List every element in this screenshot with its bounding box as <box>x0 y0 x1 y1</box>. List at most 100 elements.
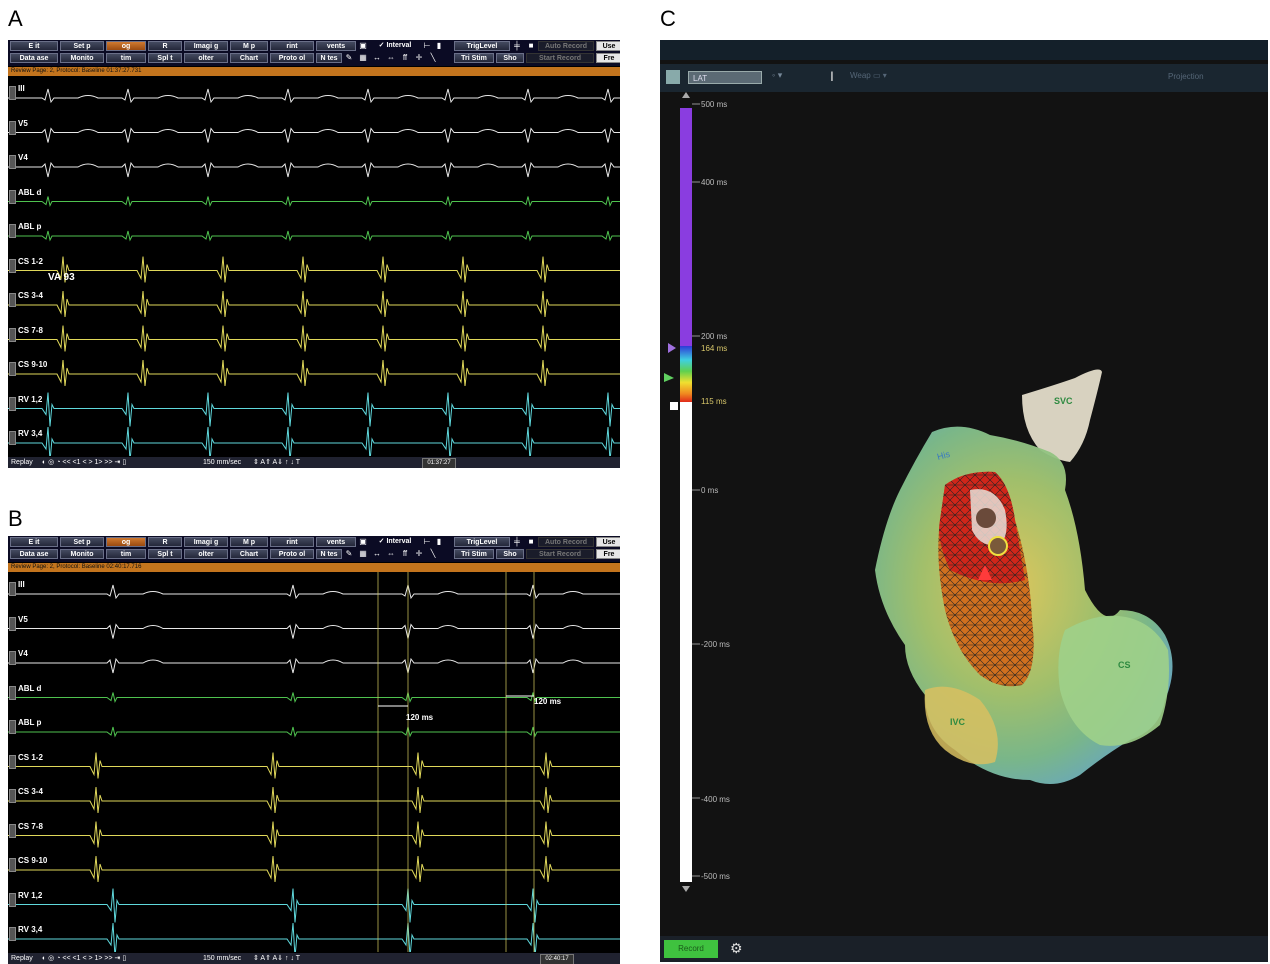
camera-icon[interactable]: ▣ <box>359 537 367 546</box>
ff-icon[interactable]: ff <box>402 549 408 558</box>
notes-button[interactable]: N tes <box>316 53 342 63</box>
fre-button[interactable]: Fre <box>596 53 620 63</box>
channel-gain-handle[interactable] <box>9 396 16 411</box>
expand-horizontal-icon[interactable]: ↔ <box>373 53 381 62</box>
channel-gain-handle[interactable] <box>9 685 16 700</box>
gain-controls[interactable]: ⇕ A⇑ A⇓ ↑ ↓ T <box>253 955 301 962</box>
channel-gain-handle[interactable] <box>9 120 16 135</box>
setup-button[interactable]: Set p <box>60 41 104 51</box>
imaging-button[interactable]: Imagi g <box>184 537 228 547</box>
projection-menu[interactable]: Projection <box>1168 72 1204 81</box>
grid-icon[interactable]: ▦ <box>359 549 367 558</box>
monitor-button[interactable]: Monito <box>60 549 104 559</box>
caliper-icon[interactable]: ⊢ <box>423 537 431 546</box>
map-button[interactable]: M p <box>230 537 268 547</box>
diagonal-icon[interactable]: ╲ <box>430 53 436 62</box>
fre-button[interactable]: Fre <box>596 549 620 559</box>
channel-gain-handle[interactable] <box>9 258 16 273</box>
rf-button[interactable]: R <box>148 537 182 547</box>
user-button[interactable]: Use <box>596 41 620 51</box>
holter-button[interactable]: olter <box>184 549 228 559</box>
channel-gain-handle[interactable] <box>9 362 16 376</box>
map-button[interactable]: M p <box>230 41 268 51</box>
trigstim-button[interactable]: Tri Stim <box>454 53 494 63</box>
database-button[interactable]: Data ase <box>10 549 58 559</box>
events-button[interactable]: vents <box>316 41 356 51</box>
compress-icon[interactable]: ⇔ <box>387 53 395 62</box>
ff-icon[interactable]: ff <box>402 53 408 62</box>
exit-button[interactable]: E it <box>10 41 58 51</box>
replay-controls[interactable]: ◐ ◎ ◔ << <1 < > 1> >> ⇥ ▯ <box>42 459 127 466</box>
imaging-button[interactable]: Imagi g <box>184 41 228 51</box>
map-tool-icon[interactable] <box>666 70 680 84</box>
channel-gain-handle[interactable] <box>9 651 16 665</box>
channel-gain-handle[interactable] <box>9 720 16 734</box>
channel-gain-handle[interactable] <box>9 823 16 838</box>
scale-mid-marker[interactable] <box>664 373 674 382</box>
triglevel-button[interactable]: TrigLevel <box>454 537 510 547</box>
grid-icon[interactable]: ▦ <box>359 53 367 62</box>
pencil-icon[interactable]: ✎ <box>345 549 353 558</box>
split-button[interactable]: Spl t <box>148 549 182 559</box>
interval-checkbox[interactable]: ✓ Interval <box>378 538 412 545</box>
map-option-dropdown[interactable]: ◦ ▾ <box>772 70 783 80</box>
channel-gain-handle[interactable] <box>9 789 16 803</box>
gain-controls[interactable]: ⇕ A⇑ A⇓ ↑ ↓ T <box>253 459 301 466</box>
scale-down-arrow[interactable] <box>682 886 690 892</box>
compress-icon[interactable]: ⇔ <box>387 549 395 558</box>
rf-button[interactable]: R <box>148 41 182 51</box>
channel-gain-handle[interactable] <box>9 927 16 941</box>
move-icon[interactable]: ✛ <box>415 549 423 558</box>
gear-icon[interactable]: ⚙ <box>730 940 743 956</box>
auto-record-button[interactable]: Auto Record <box>538 537 594 547</box>
setup-button[interactable]: Set p <box>60 537 104 547</box>
scale-up-arrow[interactable] <box>682 92 690 98</box>
sweep-speed[interactable]: 150 mm/sec <box>203 955 242 962</box>
channel-gain-handle[interactable] <box>9 189 16 204</box>
chart-button[interactable]: Chart <box>230 549 268 559</box>
interval-checkbox[interactable]: ✓ Interval <box>378 42 412 49</box>
channel-gain-handle[interactable] <box>9 155 16 169</box>
replay-controls[interactable]: ◐ ◎ ◔ << <1 < > 1> >> ⇥ ▯ <box>42 955 127 962</box>
monitor-button[interactable]: Monito <box>60 53 104 63</box>
log-button[interactable]: og <box>106 41 146 51</box>
channel-gain-handle[interactable] <box>9 582 16 596</box>
display-dropdown[interactable]: Weap ▭ ▾ <box>850 71 887 80</box>
start-record-button[interactable]: Start Record <box>526 53 594 63</box>
database-button[interactable]: Data ase <box>10 53 58 63</box>
caliper-icon[interactable]: ⊢ <box>423 41 431 50</box>
print-button[interactable]: rint <box>270 537 314 547</box>
camera-icon[interactable]: ▣ <box>359 41 367 50</box>
notes-button[interactable]: N tes <box>316 549 342 559</box>
channel-gain-handle[interactable] <box>9 224 16 238</box>
events-button[interactable]: vents <box>316 537 356 547</box>
map-type-select[interactable]: LAT <box>688 71 762 84</box>
trigstim-button[interactable]: Tri Stim <box>454 549 494 559</box>
start-record-button[interactable]: Start Record <box>526 549 594 559</box>
pencil-icon[interactable]: ✎ <box>345 53 353 62</box>
print-button[interactable]: rint <box>270 41 314 51</box>
stim-button[interactable]: tim <box>106 549 146 559</box>
scale-lower-marker[interactable] <box>670 402 678 410</box>
channel-gain-handle[interactable] <box>9 293 16 307</box>
stim-button[interactable]: tim <box>106 53 146 63</box>
show-button[interactable]: Sho <box>496 549 524 559</box>
channel-gain-handle[interactable] <box>9 858 16 872</box>
protocol-button[interactable]: Proto ol <box>270 549 314 559</box>
channel-gain-handle[interactable] <box>9 616 16 631</box>
triglevel-button[interactable]: TrigLevel <box>454 41 510 51</box>
chart-button[interactable]: Chart <box>230 53 268 63</box>
sweep-speed[interactable]: 150 mm/sec <box>203 459 242 466</box>
protocol-button[interactable]: Proto ol <box>270 53 314 63</box>
adjust-icon[interactable]: ╪ <box>514 41 520 50</box>
diagonal-icon[interactable]: ╲ <box>430 549 436 558</box>
user-button[interactable]: Use <box>596 537 620 547</box>
channel-gain-handle[interactable] <box>9 86 16 100</box>
exit-button[interactable]: E it <box>10 537 58 547</box>
split-button[interactable]: Spl t <box>148 53 182 63</box>
record-button[interactable]: Record <box>664 940 718 958</box>
holter-button[interactable]: olter <box>184 53 228 63</box>
move-icon[interactable]: ✛ <box>415 53 423 62</box>
auto-record-button[interactable]: Auto Record <box>538 41 594 51</box>
expand-horizontal-icon[interactable]: ↔ <box>373 549 381 558</box>
